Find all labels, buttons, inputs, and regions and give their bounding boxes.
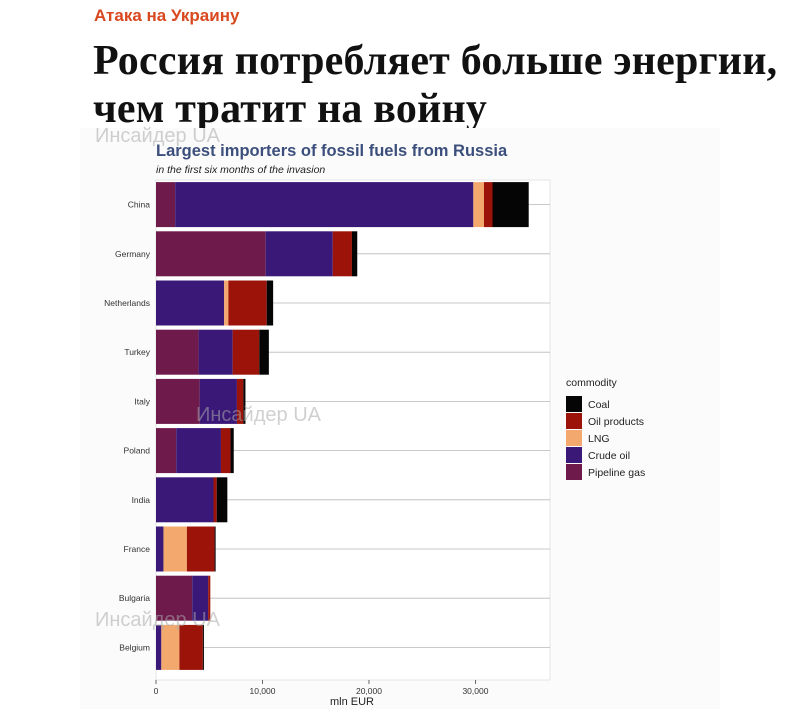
chart-figure: Largest importers of fossil fuels from R… — [80, 125, 720, 709]
x-tick-label: 0 — [154, 686, 159, 696]
bar-segment — [266, 280, 274, 326]
y-tick-label: France — [124, 544, 151, 554]
x-tick-label: 10,000 — [249, 686, 275, 696]
bar-segment — [156, 624, 162, 670]
legend-label: Pipeline gas — [588, 467, 645, 479]
legend-label: LNG — [588, 433, 610, 445]
bar-segment — [220, 428, 231, 474]
y-tick-label: Poland — [124, 446, 151, 456]
fossil-fuel-importers-chart: Largest importers of fossil fuels from R… — [104, 142, 645, 708]
x-tick-label: 20,000 — [356, 686, 382, 696]
legend-label: Coal — [588, 399, 610, 411]
bar-segment — [213, 477, 217, 523]
bar-segment — [198, 329, 233, 375]
bar-segment — [161, 624, 180, 670]
bar-segment — [208, 575, 211, 621]
bar-segment — [199, 378, 237, 424]
bar-segment — [156, 575, 193, 621]
bar-segment — [216, 477, 228, 523]
bar-segment — [202, 624, 204, 670]
bar-segment — [332, 231, 352, 277]
bar-segment — [156, 231, 266, 277]
y-axis: China Germany Netherlands Turkey Italy Poland… — [104, 200, 151, 653]
legend-title: commodity — [566, 377, 618, 389]
bar-segment — [265, 231, 333, 277]
legend-label: Oil products — [588, 416, 644, 428]
bar-segment — [243, 378, 246, 424]
bar-segment — [179, 624, 203, 670]
bar-segment — [156, 378, 200, 424]
bar-segment — [224, 280, 229, 326]
y-tick-label: Turkey — [124, 347, 150, 357]
bar-segment — [163, 526, 187, 572]
article-headline: Россия потребляет больше энергии, чем тр… — [93, 38, 778, 132]
chart-subtitle: in the first six months of the invasion — [156, 164, 325, 176]
bar-segment — [351, 231, 358, 277]
bar-segment — [228, 280, 267, 326]
bar-segment — [259, 329, 269, 375]
y-tick-label: Germany — [115, 249, 151, 259]
bar-segment — [214, 526, 216, 572]
chart-title: Largest importers of fossil fuels from R… — [156, 142, 508, 160]
bar-segment — [176, 428, 221, 474]
section-kicker[interactable]: Атака на Украину — [94, 6, 240, 25]
x-tick-label: 30,000 — [462, 686, 488, 696]
legend-label: Crude oil — [588, 450, 630, 462]
bar-segment — [175, 182, 474, 228]
legend: commodity Coal Oil products LNG Crude oil Pip… — [566, 377, 645, 480]
bar-segment — [192, 575, 209, 621]
x-axis-label: mln EUR — [330, 696, 374, 708]
y-tick-label: Netherlands — [104, 298, 150, 308]
y-tick-label: India — [132, 495, 151, 505]
y-tick-label: Belgium — [119, 642, 150, 652]
bar-segment — [156, 182, 176, 228]
bar-segment — [156, 329, 199, 375]
bar-segment — [473, 182, 484, 228]
bar-segment — [156, 280, 225, 326]
y-tick-label: Bulgaria — [119, 593, 150, 603]
bar-segment — [492, 182, 529, 228]
bars — [156, 182, 529, 670]
bar-segment — [186, 526, 215, 572]
bar-segment — [230, 428, 234, 474]
bar-segment — [156, 477, 214, 523]
legend-swatch — [566, 413, 582, 429]
x-axis: 0 10,000 20,000 30,000 — [154, 680, 489, 696]
legend-swatch — [566, 396, 582, 412]
bar-segment — [236, 378, 244, 424]
bar-segment — [156, 428, 177, 474]
legend-swatch — [566, 447, 582, 463]
bar-segment — [232, 329, 260, 375]
bar-segment — [483, 182, 493, 228]
legend-swatch — [566, 464, 582, 480]
y-tick-label: Italy — [134, 396, 150, 406]
bar-segment — [156, 526, 164, 572]
legend-swatch — [566, 430, 582, 446]
y-tick-label: China — [128, 200, 150, 210]
